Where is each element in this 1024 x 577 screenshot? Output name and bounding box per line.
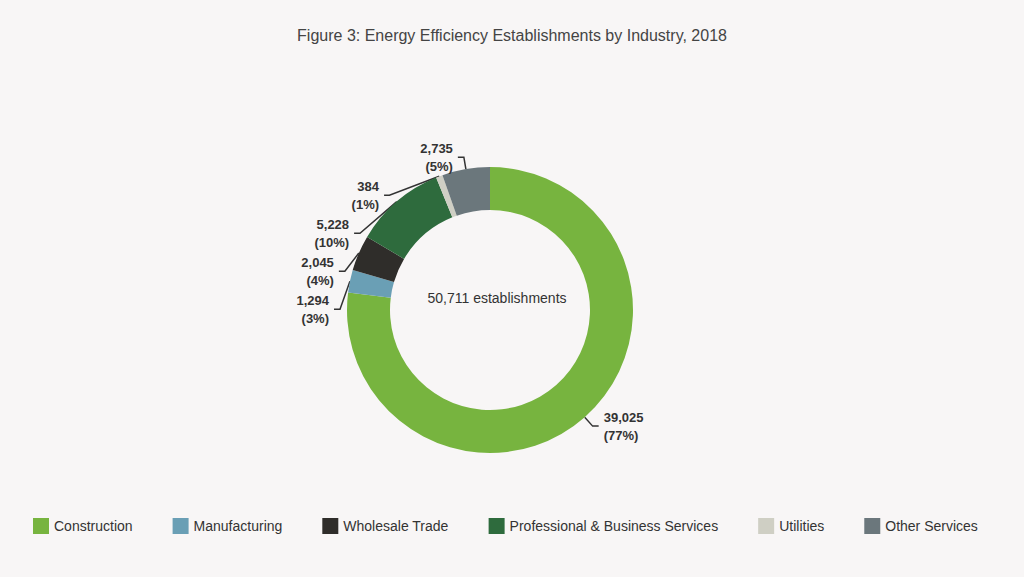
svg-text:Utilities: Utilities — [779, 518, 824, 534]
svg-text:(1%): (1%) — [352, 197, 379, 212]
svg-text:Construction: Construction — [54, 518, 133, 534]
svg-text:1,294: 1,294 — [296, 293, 329, 308]
svg-text:(4%): (4%) — [306, 273, 333, 288]
svg-text:2,045: 2,045 — [301, 255, 334, 270]
svg-text:(5%): (5%) — [425, 159, 452, 174]
svg-text:2,735: 2,735 — [420, 141, 453, 156]
svg-text:Wholesale Trade: Wholesale Trade — [343, 518, 448, 534]
svg-text:Manufacturing: Manufacturing — [194, 518, 283, 534]
svg-text:(77%): (77%) — [604, 428, 639, 443]
svg-text:384: 384 — [357, 179, 379, 194]
svg-text:Other Services: Other Services — [885, 518, 978, 534]
svg-text:(3%): (3%) — [302, 311, 329, 326]
svg-text:Professional & Business Servic: Professional & Business Services — [510, 518, 719, 534]
svg-text:50,711 establishments: 50,711 establishments — [427, 290, 566, 306]
svg-text:Figure 3: Energy Efficiency Es: Figure 3: Energy Efficiency Establishmen… — [297, 27, 727, 44]
svg-text:5,228: 5,228 — [317, 217, 350, 232]
svg-text:(10%): (10%) — [314, 235, 349, 250]
svg-text:39,025: 39,025 — [604, 410, 644, 425]
